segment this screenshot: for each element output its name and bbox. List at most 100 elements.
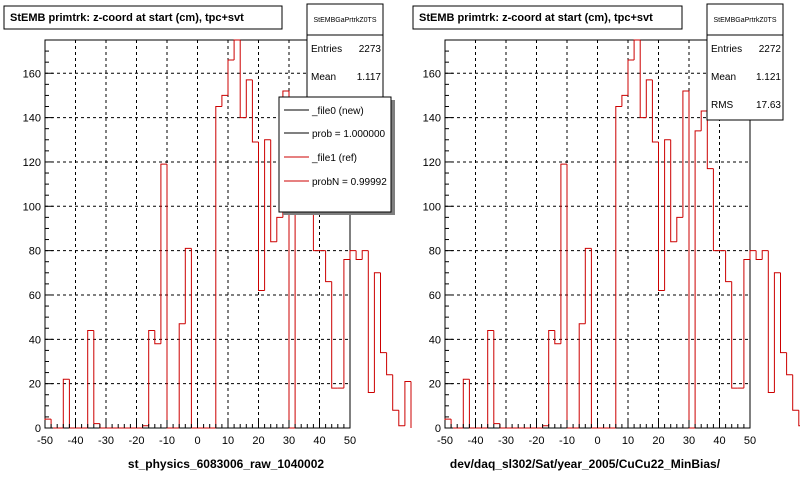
left-y-tick-label: 160: [23, 68, 41, 80]
right-histogram-bin: [743, 258, 750, 389]
right-histogram-bin: [682, 90, 689, 218]
left-histogram-bin: [258, 141, 265, 292]
left-y-tick-label: 100: [23, 201, 41, 213]
left-x-tick-label: 0: [194, 435, 200, 447]
left-histogram-bin: [215, 106, 222, 428]
left-histogram-bin: [355, 250, 363, 260]
right-histogram-bin: [731, 281, 738, 389]
left-histogram-bin: [154, 330, 161, 345]
right-stats-rms-value: 17.63: [756, 100, 781, 111]
legend-label-prob: prob = 1.000000: [312, 129, 386, 140]
right-histogram-bin: [584, 247, 592, 324]
left-histogram-bin: [404, 380, 411, 426]
left-x-tick-label: 20: [252, 435, 264, 447]
left-histogram-bin: [87, 329, 94, 428]
right-y-tick-label: 120: [423, 157, 441, 169]
right-stats-mean-label: Mean: [711, 72, 736, 83]
right-y-tick-label: 80: [429, 246, 441, 258]
left-histogram-pad: 0 20 40 60 80 100 120 140 160 -50 -40 -30 -20 -10 0 10…: [3, 3, 412, 471]
left-x-tick-label: -10: [159, 435, 175, 447]
left-histogram-bin: [184, 247, 192, 324]
right-histogram-bin: [487, 329, 494, 428]
left-y-tick-label: 80: [29, 246, 41, 258]
right-x-axis: -50 -40 -30 -20 -10 0 10 20 30 40 50: [437, 420, 756, 447]
right-histogram-bin: [670, 139, 677, 243]
right-histogram-pad: 0 20 40 60 80 100 120 140 160 -50 -40 -30 -20 -10 0 10…: [412, 3, 800, 471]
right-histogram-bars: [444, 39, 800, 429]
left-histogram-bin: [62, 378, 70, 428]
right-histogram-bin: [615, 106, 622, 428]
left-x-tick-label: -30: [98, 435, 114, 447]
right-histogram-bin: [645, 79, 653, 118]
left-y-tick-label: 0: [35, 423, 41, 435]
left-histogram-bin: [221, 94, 228, 107]
left-histogram-bin: [392, 374, 399, 411]
left-histogram-bin: [233, 39, 241, 60]
right-title-box: [412, 5, 683, 30]
left-y-tick-label: 140: [23, 113, 41, 125]
left-histogram-bin: [270, 139, 277, 243]
left-stats-entries-value: 2273: [359, 44, 382, 55]
legend-entry-ref: _file1 (ref): [284, 153, 357, 164]
right-y-tick-label: 0: [435, 423, 441, 435]
left-histogram-bin: [160, 163, 167, 344]
left-stats-name: StEMBGaPrtrkZ0TS: [313, 17, 376, 24]
left-x-axis: -50 -40 -30 -20 -10 0 10 20 30 40 50: [37, 420, 356, 447]
right-x-axis-label: dev/daq_sl302/Sat/year_2005/CuCu22_MinBi…: [450, 457, 721, 471]
right-y-tick-label: 20: [429, 379, 441, 391]
left-x-tick-label: 30: [283, 435, 295, 447]
right-histogram-bin: [651, 79, 659, 143]
legend-box: [278, 96, 392, 213]
left-y-tick-label: 40: [29, 334, 41, 346]
right-stats-box: [706, 3, 784, 121]
legend-label-new: _file0 (new): [311, 106, 364, 117]
right-histogram-bin: [767, 250, 775, 394]
right-histogram-bin: [749, 250, 757, 260]
left-stats-mean-value: 1.117: [357, 72, 382, 83]
right-histogram-bin: [700, 110, 708, 131]
left-histogram-bin: [367, 250, 375, 394]
right-histogram-bin: [664, 139, 671, 291]
left-histogram-bin: [251, 79, 259, 143]
right-histogram-bin: [780, 272, 787, 354]
legend-entry-prob: prob = 1.000000: [284, 129, 386, 140]
left-histogram-bin: [349, 250, 357, 260]
left-y-tick-label: 120: [23, 157, 41, 169]
legend-entry-probn: probN = 0.99992: [284, 177, 387, 188]
left-histogram-bin: [373, 272, 381, 393]
right-y-axis: 0 20 40 60 80 100 120 140 160: [423, 39, 453, 435]
right-stats-mean-value: 1.121: [756, 72, 781, 83]
left-histogram-bin: [227, 59, 235, 96]
left-histogram-bin: [398, 410, 405, 427]
right-histogram-bin: [554, 330, 561, 345]
right-y-tick-label: 100: [423, 201, 441, 213]
left-y-axis: 0 20 40 60 80 100 120 140 160: [23, 39, 53, 435]
left-histogram-bin: [93, 330, 100, 425]
right-histogram-bin: [633, 39, 641, 60]
right-histogram-bin: [792, 374, 799, 411]
left-x-tick-label: 10: [222, 435, 234, 447]
right-y-tick-label: 40: [429, 334, 441, 346]
left-histogram-bin: [331, 281, 338, 389]
left-histogram-bin: [245, 79, 253, 118]
right-x-tick-label: -40: [468, 435, 484, 447]
left-x-tick-label: -20: [129, 435, 145, 447]
right-x-tick-label: 10: [622, 435, 634, 447]
left-x-tick-label: -40: [68, 435, 84, 447]
right-x-tick-label: -50: [437, 435, 453, 447]
right-histogram-bin: [462, 378, 470, 428]
right-histogram-bin: [786, 352, 793, 376]
right-histogram-bin: [712, 168, 720, 252]
right-stats-entries-label: Entries: [711, 44, 742, 55]
left-histogram-bin: [361, 250, 369, 260]
right-stats-rms-label: RMS: [711, 100, 734, 111]
left-histogram-bin: [148, 329, 155, 426]
right-stats-entries-value: 2272: [759, 44, 782, 55]
right-x-tick-label: 40: [713, 435, 725, 447]
right-histogram-bin: [725, 250, 732, 283]
left-title-box: [3, 5, 283, 30]
left-histogram-bin: [380, 272, 387, 354]
right-histogram-bin: [761, 250, 769, 260]
left-histogram-bin: [386, 352, 393, 376]
left-histogram-bin: [239, 40, 247, 119]
